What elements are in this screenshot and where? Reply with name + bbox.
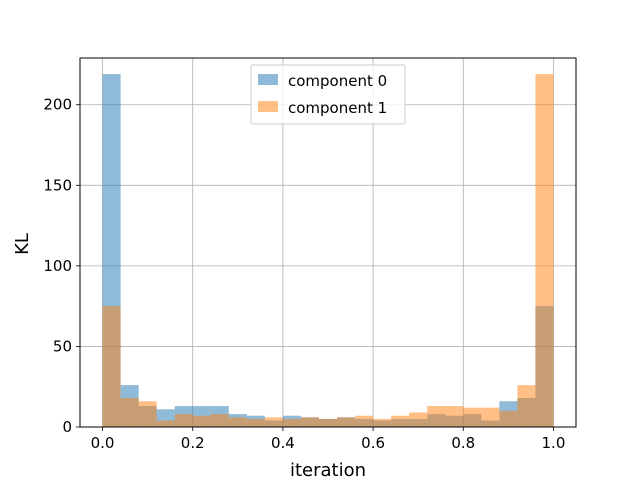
- axis-ticks: 0.0 0.2 0.4 0.6 0.8 1.0 0 50 100 150 200: [43, 96, 565, 452]
- bar-component-1-bin-5: [192, 415, 211, 427]
- bar-component-1-bin-15: [373, 418, 392, 427]
- bar-component-1-bin-4: [174, 414, 193, 427]
- x-tick-label-5: 1.0: [542, 434, 566, 452]
- bar-component-1-bin-11: [300, 417, 319, 427]
- bar-series-component-0: [102, 74, 554, 428]
- bar-component-1-bin-19: [445, 406, 464, 427]
- bar-component-1-bin-20: [463, 407, 482, 427]
- bar-component-1-bin-1: [120, 397, 139, 427]
- legend-label-component-1: component 1: [288, 99, 387, 117]
- bar-component-1-bin-7: [228, 417, 247, 427]
- x-tick-label-4: 0.8: [451, 434, 475, 452]
- legend: component 0 component 1: [250, 64, 406, 125]
- bar-component-1-bin-24: [535, 74, 554, 428]
- y-tick-label-3: 150: [43, 176, 72, 194]
- bar-component-1-bin-10: [282, 418, 301, 427]
- bar-component-1-bin-17: [409, 412, 428, 427]
- x-axis-label: iteration: [290, 460, 366, 480]
- x-tick-label-3: 0.6: [361, 434, 385, 452]
- bar-component-1-bin-8: [246, 418, 265, 427]
- legend-swatch-component-0: [258, 74, 278, 85]
- bar-component-1-bin-16: [391, 415, 410, 427]
- bar-component-1-bin-9: [264, 417, 283, 427]
- y-tick-label-0: 0: [62, 418, 72, 436]
- bar-component-1-bin-3: [156, 420, 175, 427]
- legend-swatch-component-1: [258, 101, 278, 112]
- bar-component-1-bin-14: [355, 415, 374, 427]
- plot-frame: [79, 57, 577, 428]
- bar-component-1-bin-21: [481, 407, 500, 427]
- y-axis-label: KL: [12, 233, 33, 255]
- x-tick-label-0: 0.0: [91, 434, 115, 452]
- legend-label-component-0: component 0: [288, 72, 387, 90]
- bar-component-1-bin-2: [138, 401, 157, 427]
- bar-component-1-bin-13: [337, 417, 356, 427]
- x-tick-label-1: 0.2: [181, 434, 205, 452]
- y-tick-label-1: 50: [53, 337, 72, 355]
- bar-component-1-bin-23: [517, 385, 536, 427]
- bar-component-1-bin-6: [210, 414, 229, 427]
- y-tick-label-2: 100: [43, 257, 72, 275]
- x-tick-label-2: 0.4: [271, 434, 295, 452]
- y-tick-label-4: 200: [43, 96, 72, 114]
- bar-component-1-bin-18: [427, 406, 446, 427]
- bar-component-1-bin-0: [102, 306, 121, 427]
- histogram-bars: [102, 74, 554, 428]
- legend-box: [250, 64, 406, 125]
- bar-component-1-bin-12: [318, 418, 338, 427]
- bar-component-1-bin-22: [499, 410, 518, 427]
- bar-series-component-1: [102, 74, 554, 428]
